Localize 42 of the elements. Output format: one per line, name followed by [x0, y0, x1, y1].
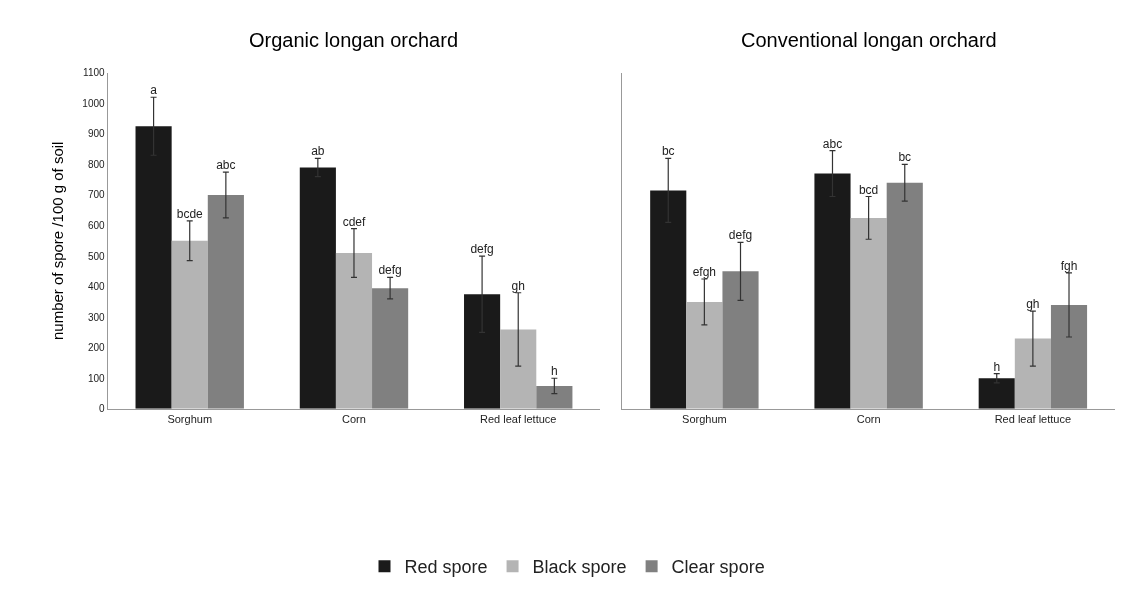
legend-label: Red spore — [404, 557, 488, 578]
y-tick-label: 700 — [87, 189, 106, 201]
x-tick-label: Corn — [856, 413, 881, 425]
y-tick-label: 1100 — [83, 67, 106, 79]
x-tick-label: Red leaf lettuce — [994, 413, 1072, 425]
y-tick-label: 0 — [99, 403, 106, 415]
y-tick-label: 900 — [87, 128, 106, 140]
data-label: fgh — [1060, 258, 1078, 273]
x-tick-label: Corn — [342, 413, 366, 425]
y-tick-label: 500 — [87, 250, 106, 262]
data-label: abc — [216, 158, 236, 173]
data-label: defg — [470, 242, 494, 257]
x-tick-label: Red leaf lettuce — [480, 413, 557, 425]
y-axis-title: number of spore /100 g of soil — [48, 141, 66, 341]
x-tick-label: Sorghum — [167, 413, 213, 425]
data-label: gh — [1026, 297, 1040, 312]
data-label: efgh — [692, 264, 717, 279]
data-label: bcd — [858, 182, 879, 197]
data-label: abc — [822, 136, 843, 151]
chart-title: Conventional longan orchard — [741, 29, 997, 51]
data-label: gh — [511, 278, 525, 293]
y-tick-label: 1000 — [82, 97, 106, 109]
y-tick-label: 600 — [87, 220, 106, 232]
data-label: bcde — [176, 206, 204, 221]
y-tick-label: 300 — [87, 311, 106, 323]
y-tick-label: 400 — [87, 281, 106, 293]
y-tick-label: 200 — [87, 342, 106, 354]
y-tick-label: 800 — [87, 158, 106, 170]
y-tick-label: 100 — [87, 372, 106, 384]
data-label: bc — [661, 144, 675, 159]
data-label: cdef — [342, 214, 366, 229]
data-label: h — [551, 364, 558, 379]
data-label: ab — [311, 144, 325, 159]
data-label: bc — [898, 150, 912, 165]
x-tick-label: Sorghum — [682, 413, 727, 425]
legend-label: Clear spore — [671, 557, 765, 578]
data-label: defg — [378, 263, 402, 278]
data-label: h — [993, 359, 1001, 374]
legend-label: Black spore — [532, 557, 627, 578]
chart-title: Organic longan orchard — [249, 29, 459, 51]
data-label: defg — [728, 228, 753, 243]
data-label: a — [150, 83, 158, 98]
